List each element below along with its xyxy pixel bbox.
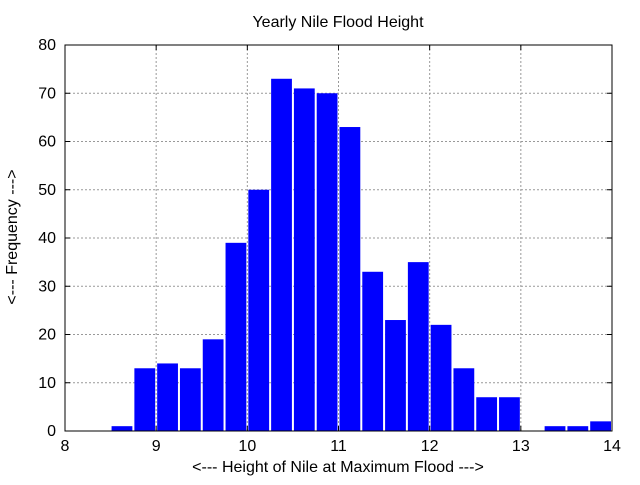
y-tick-label: 10	[38, 375, 56, 392]
grid-lines	[65, 45, 612, 431]
histogram-bar	[339, 127, 361, 432]
y-tick-label: 20	[38, 327, 56, 344]
x-tick-label: 10	[238, 438, 256, 455]
axis-ticks: 8 9 10 11 12 13 14 0 10 20 30 40 50 60 70 80	[38, 37, 621, 455]
histogram-bar	[157, 363, 178, 431]
x-tick-label: 9	[152, 438, 161, 455]
y-tick-label: 60	[38, 134, 56, 151]
histogram-bar	[179, 368, 201, 431]
y-tick-label: 30	[38, 278, 56, 295]
histogram-bar	[293, 88, 315, 432]
histogram-bar	[111, 426, 133, 431]
x-tick-label: 12	[421, 438, 439, 455]
histogram-bar	[316, 93, 338, 431]
histogram-bar	[567, 426, 589, 431]
y-tick-label: 70	[38, 85, 56, 102]
x-tick-label: 8	[61, 438, 70, 455]
histogram-bar	[271, 78, 292, 432]
y-tick-label: 0	[47, 423, 56, 440]
histogram-bar	[453, 368, 475, 431]
chart-title: Yearly Nile Flood Height	[252, 14, 424, 31]
histogram-bar	[590, 421, 611, 431]
histogram-bar	[430, 324, 452, 431]
histogram-bar	[476, 397, 498, 431]
histogram-bar	[544, 426, 566, 431]
histogram-bar	[248, 189, 270, 431]
histogram-bars	[111, 78, 611, 432]
histogram-bar	[385, 320, 406, 431]
histogram-bar	[362, 271, 384, 431]
x-tick-label: 13	[512, 438, 530, 455]
x-axis-label: <--- Height of Nile at Maximum Flood ---…	[192, 459, 484, 476]
y-tick-label: 40	[38, 230, 56, 247]
y-tick-label: 50	[38, 182, 56, 199]
x-tick-label: 14	[603, 438, 621, 455]
x-tick-label: 11	[330, 438, 347, 455]
histogram-bar	[225, 242, 247, 431]
histogram-bar	[499, 397, 520, 431]
histogram-bar	[407, 262, 429, 431]
y-tick-label: 80	[38, 37, 56, 54]
y-axis-label: <--- Frequency --->	[4, 169, 21, 304]
histogram-bar	[202, 339, 224, 431]
histogram-bar	[134, 368, 156, 431]
